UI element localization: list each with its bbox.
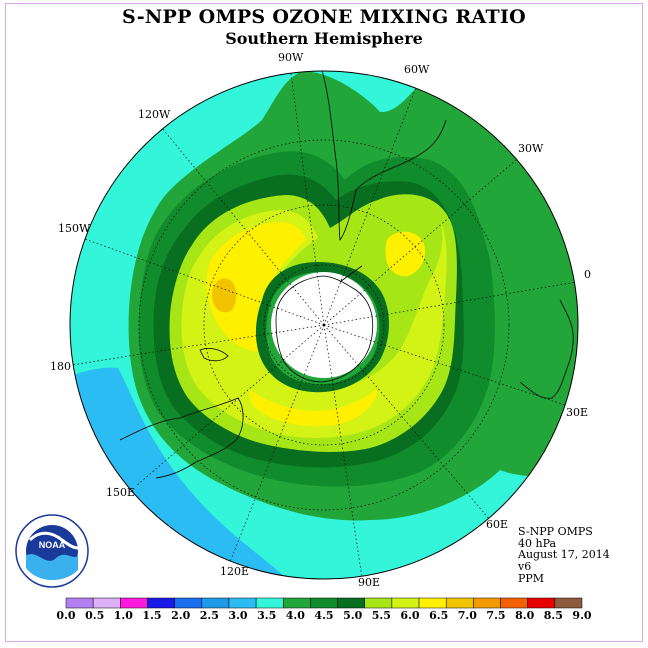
meridian-120e bbox=[229, 324, 325, 563]
colorbar-swatch bbox=[283, 597, 311, 609]
contour-6-5-7-0-south bbox=[249, 388, 378, 427]
lon-label-90e: 90E bbox=[358, 576, 380, 589]
meridian-30e bbox=[323, 324, 569, 407]
colorbar-swatch bbox=[255, 597, 284, 609]
lon-label-0: 0 bbox=[584, 268, 591, 281]
svg-text:NOAA: NOAA bbox=[39, 540, 66, 550]
meridian-90e bbox=[323, 324, 363, 579]
colorbar-tick-label: 4.0 bbox=[286, 609, 305, 622]
colorbar-tick-label: 3.5 bbox=[257, 609, 276, 622]
colorbar-tick-label: 7.5 bbox=[486, 609, 505, 622]
colorbar-swatch bbox=[418, 597, 447, 609]
info-level: 40 hPa bbox=[518, 537, 557, 550]
colorbar-swatch bbox=[310, 597, 338, 609]
colorbar-tick-label: 5.5 bbox=[372, 609, 391, 622]
colorbar-swatch bbox=[554, 597, 583, 609]
info-instrument: S-NPP OMPS bbox=[518, 525, 593, 538]
lon-label-60w: 60W bbox=[404, 63, 430, 76]
colorbar-tick-label: 3.0 bbox=[228, 609, 247, 622]
colorbar-tick-label: 1.0 bbox=[114, 609, 133, 622]
colorbar-swatch bbox=[120, 597, 148, 609]
lon-label-120w: 120W bbox=[138, 108, 171, 121]
meridian-0 bbox=[323, 281, 577, 326]
latitude-circle bbox=[263, 264, 385, 386]
colorbar-tick-label: 0.0 bbox=[56, 609, 75, 622]
lon-label-180: 180 bbox=[50, 360, 71, 373]
new-zealand-coast bbox=[199, 348, 229, 362]
colorbar-swatch bbox=[500, 597, 528, 609]
lon-label-150w: 150W bbox=[58, 222, 91, 235]
colorbar-tick-label: 0.5 bbox=[85, 609, 104, 622]
colorbar-swatch bbox=[473, 597, 501, 609]
meridian-150e bbox=[135, 324, 325, 487]
colorbar-swatch bbox=[228, 597, 257, 609]
colorbar-tick-label: 6.5 bbox=[429, 609, 448, 622]
colorbar-tick-label: 4.5 bbox=[314, 609, 333, 622]
colorbar bbox=[65, 597, 583, 609]
meridian-60w bbox=[323, 81, 419, 326]
colorbar-swatch bbox=[391, 597, 420, 609]
ozone-field bbox=[70, 71, 578, 579]
meridian-60e bbox=[323, 324, 491, 521]
meridian-120w bbox=[161, 127, 325, 326]
colorbar-swatch bbox=[92, 597, 121, 609]
lon-label-150e: 150E bbox=[106, 486, 135, 499]
colorbar-tick-label: 8.0 bbox=[515, 609, 534, 622]
map-title: S-NPP OMPS OZONE MIXING RATIO bbox=[121, 6, 527, 28]
contour-6-5-7-0 bbox=[206, 222, 306, 352]
africa-coast bbox=[519, 299, 574, 399]
colorbar-swatch bbox=[174, 597, 203, 609]
colorbar-swatch bbox=[147, 597, 175, 609]
colorbar-swatch bbox=[65, 597, 94, 609]
colorbar-tick-label: 2.0 bbox=[171, 609, 190, 622]
colorbar-tick-label: 2.5 bbox=[200, 609, 219, 622]
meridian-150w bbox=[81, 237, 325, 326]
lon-label-30w: 30W bbox=[518, 142, 544, 155]
noaa-logo: NOAA bbox=[15, 514, 89, 588]
map-subtitle: Southern Hemisphere bbox=[225, 29, 423, 48]
graticule bbox=[71, 71, 577, 579]
latitude-circle bbox=[203, 204, 445, 446]
plot-frame bbox=[5, 3, 643, 642]
info-units: PPM bbox=[518, 572, 545, 585]
colorbar-swatch bbox=[337, 597, 365, 609]
colorbar-tick-label: 1.5 bbox=[142, 609, 161, 622]
colorbar-swatch bbox=[364, 597, 393, 609]
colorbar-tick-label: 5.0 bbox=[343, 609, 362, 622]
australia-coast bbox=[119, 397, 244, 479]
lon-label-120e: 120E bbox=[220, 565, 249, 578]
lon-label-30e: 30E bbox=[566, 406, 588, 419]
info-version: v6 bbox=[518, 560, 532, 573]
colorbar-tick-label: 7.0 bbox=[458, 609, 477, 622]
colorbar-labels: 0.0 0.5 1.0 1.5 2.0 2.5 3.0 3.5 4.0 4.5 5.0 5.5 6.0 6… bbox=[56, 609, 591, 622]
meridian-180 bbox=[71, 324, 325, 366]
colorbar-swatch bbox=[445, 597, 474, 609]
colorbar-swatch bbox=[201, 597, 230, 609]
contour-6-5-7-0-east bbox=[385, 231, 426, 277]
lon-label-60e: 60E bbox=[486, 518, 508, 531]
colorbar-tick-label: 8.5 bbox=[544, 609, 563, 622]
antarctic-peninsula bbox=[339, 265, 363, 283]
colorbar-swatch bbox=[527, 597, 556, 609]
lon-label-90w: 90W bbox=[278, 51, 304, 64]
colorbar-tick-label: 6.0 bbox=[400, 609, 419, 622]
info-date: August 17, 2014 bbox=[518, 548, 610, 561]
latitude-circle bbox=[138, 139, 510, 511]
colorbar-tick-label: 9.0 bbox=[572, 609, 591, 622]
map-boundary bbox=[69, 70, 579, 580]
